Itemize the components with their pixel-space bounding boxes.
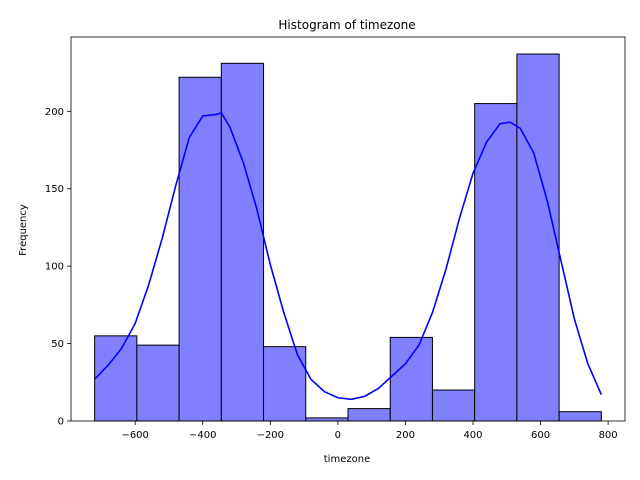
y-tick-label: 150	[45, 184, 64, 195]
x-tick-label: 400	[463, 430, 482, 441]
y-axis-ticks: 0 50 100 150 200	[45, 107, 71, 428]
kde-density-line	[94, 111, 603, 401]
histogram-bar	[347, 408, 391, 422]
x-axis-ticks: −600 −400 −200 0 200 400 600 800	[121, 421, 618, 441]
histogram-bar	[263, 346, 307, 422]
x-tick-label: 800	[599, 430, 618, 441]
histogram-bar	[474, 103, 518, 422]
y-tick-label: 100	[45, 262, 64, 273]
x-tick-label: −200	[257, 430, 284, 441]
x-tick-label: −400	[189, 430, 216, 441]
histogram-bar	[220, 62, 265, 422]
histogram-bar	[516, 53, 560, 422]
histogram-bar	[178, 76, 222, 422]
y-tick-label: 200	[45, 107, 64, 118]
histogram-bar	[389, 336, 433, 422]
chart-title: Histogram of timezone	[278, 18, 415, 32]
histogram-bars	[94, 53, 602, 422]
y-tick-label: 0	[58, 417, 64, 428]
plot-frame	[70, 36, 626, 422]
histogram-bar	[558, 411, 602, 422]
histogram-bar	[94, 335, 138, 422]
x-tick-label: 200	[396, 430, 415, 441]
y-axis-label: Frequency	[18, 204, 29, 256]
histogram-bar	[136, 344, 180, 422]
x-axis-label: timezone	[324, 454, 370, 465]
x-tick-label: −600	[121, 430, 148, 441]
y-tick-label: 50	[51, 339, 64, 350]
x-tick-label: 0	[335, 430, 341, 441]
histogram-bar	[305, 417, 349, 422]
x-tick-label: 600	[531, 430, 550, 441]
histogram-bar	[431, 389, 476, 422]
